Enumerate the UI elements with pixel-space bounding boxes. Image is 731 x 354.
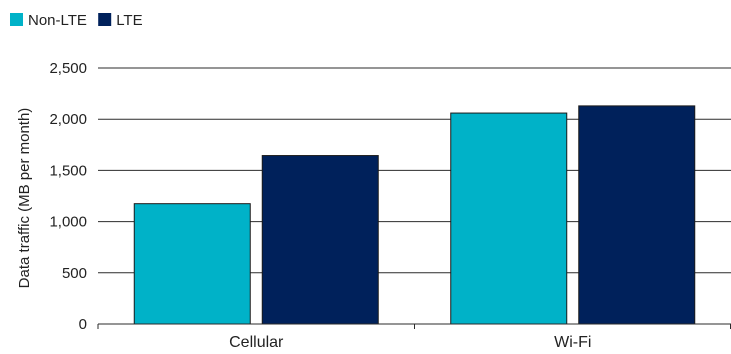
bar-wi-fi-lte <box>578 105 696 325</box>
x-category-label: Cellular <box>229 334 284 351</box>
y-axis-title: Data traffic (MB per month) <box>16 108 33 289</box>
x-axis: Cellular Wi-Fi <box>97 323 731 351</box>
legend-label-lte: LTE <box>116 12 142 29</box>
y-tick-label: 0 <box>79 316 87 333</box>
bar-wi-fi-non-lte <box>450 112 568 325</box>
legend-label-non-lte: Non-LTE <box>28 12 87 29</box>
x-category-label: Wi-Fi <box>554 334 591 351</box>
bars <box>133 105 696 325</box>
legend: Non-LTE LTE <box>10 12 143 29</box>
y-tick-label: 500 <box>62 265 87 282</box>
legend-swatch-lte <box>98 13 112 26</box>
legend-swatch-non-lte <box>10 13 23 26</box>
y-tick-label: 2,500 <box>49 60 87 77</box>
bar-cellular-lte <box>261 155 379 325</box>
y-axis-ticks: 0 500 1,000 1,500 2,000 2,500 <box>49 60 87 333</box>
bar-cellular-non-lte <box>133 203 251 325</box>
y-tick-label: 1,500 <box>49 162 87 179</box>
y-tick-label: 1,000 <box>49 214 87 231</box>
y-tick-label: 2,000 <box>49 111 87 128</box>
